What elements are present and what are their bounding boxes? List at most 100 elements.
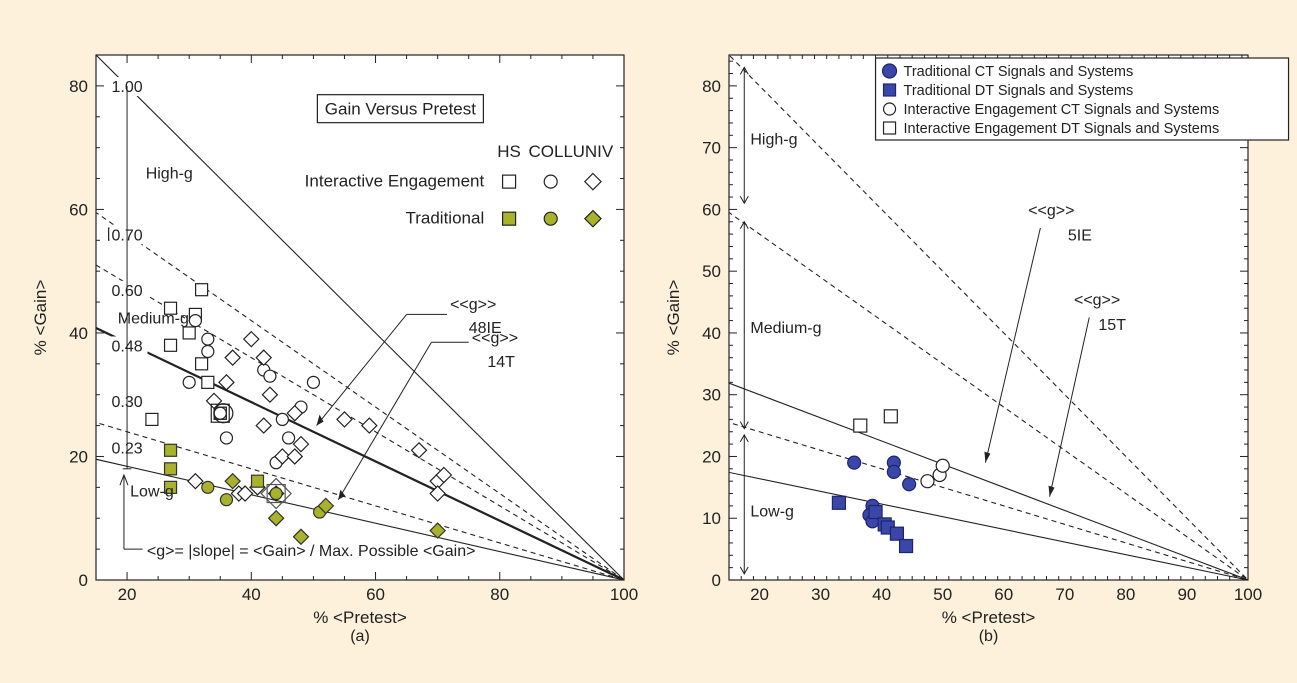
- annotation-ie-sub: 48IE: [469, 320, 502, 337]
- average-marker: [266, 483, 286, 504]
- data-point: [886, 464, 901, 480]
- gain-lines: [729, 55, 1248, 580]
- series-interactive-engagement-ct-signals-and-systems: [920, 458, 950, 489]
- x-tick-label: 30: [811, 585, 830, 604]
- data-point: [219, 493, 234, 507]
- y-tick-label: 30: [702, 386, 721, 405]
- arrow-t-head: [338, 489, 346, 500]
- data-point: [255, 349, 273, 366]
- medium-region-arrow-head-top: [739, 220, 749, 230]
- series-traditional-hs: [163, 443, 265, 494]
- arrow-t: [337, 341, 432, 500]
- gain-line-0_375: [729, 382, 1248, 580]
- x-tick-label: 40: [242, 585, 261, 604]
- data-point: [360, 417, 378, 434]
- y-tick-label: 60: [702, 200, 721, 219]
- title-box: [316, 94, 484, 124]
- arrow-ie-head: [316, 414, 324, 426]
- y-tick-label: 70: [702, 139, 721, 158]
- annotation-t-g: <<g>>: [472, 330, 518, 347]
- y-tick-label: 0: [712, 571, 721, 590]
- data-point: [267, 509, 285, 527]
- data-point: [831, 495, 847, 510]
- data-point: [218, 374, 235, 391]
- data-point: [201, 332, 215, 346]
- data-point: [163, 338, 178, 352]
- series-interactive-engagement-dt-signals-and-systems: [853, 409, 898, 433]
- x-tick-label: 80: [1116, 585, 1135, 604]
- data-point: [935, 458, 950, 473]
- x-tick-label: 100: [610, 585, 638, 604]
- y-axis-label: % <Gain>: [31, 280, 50, 356]
- data-point: [429, 522, 446, 539]
- y-axis-label: % <Gain>: [664, 280, 683, 356]
- gain-line-0_23: [96, 458, 624, 580]
- gain-line-0_3: [729, 421, 1248, 580]
- y-tick-label: 50: [702, 262, 721, 281]
- data-point: [317, 497, 335, 515]
- gain-line-0_7: [96, 211, 624, 580]
- g-label-bg: [109, 392, 148, 412]
- x-tick-label: 60: [994, 585, 1013, 604]
- data-point: [275, 412, 289, 427]
- data-point: [853, 418, 868, 433]
- data-point: [224, 472, 242, 490]
- data-point: [163, 301, 178, 315]
- data-point: [187, 472, 204, 490]
- x-axis-label: % <Pretest>: [313, 608, 407, 627]
- legend-header: COLL: [528, 142, 572, 161]
- data-point: [145, 412, 159, 427]
- annotation-ie-g: <<g>>: [450, 296, 496, 313]
- g-label-bg: [109, 280, 148, 300]
- data-point: [163, 480, 178, 494]
- y-tick-label: 60: [69, 200, 88, 219]
- annotation-t-g: <<g>>: [1074, 292, 1120, 309]
- data-point: [263, 369, 277, 383]
- data-point: [274, 448, 291, 465]
- x-tick-label: 60: [366, 585, 385, 604]
- data-point: [213, 406, 227, 420]
- x-tick-label: 80: [490, 585, 509, 604]
- formula-arrow-head: [119, 473, 129, 486]
- data-point: [435, 466, 453, 484]
- legend-box: [874, 57, 1290, 141]
- chart-title: Gain Versus Pretest: [325, 100, 476, 119]
- data-point: [163, 443, 178, 457]
- medium-region-arrow-head-bottom: [739, 421, 749, 430]
- region-label-medium: Medium-g: [118, 311, 189, 328]
- average-marker: [213, 403, 234, 424]
- series-traditional-univ: [224, 472, 446, 546]
- data-point: [219, 431, 234, 445]
- series-traditional-dt-signals-and-systems: [831, 495, 914, 554]
- legend-row-label: Traditional: [405, 209, 484, 228]
- legend-marker: [882, 102, 897, 116]
- legend-marker: [583, 172, 602, 191]
- legend-row-label: Interactive Engagement: [305, 172, 485, 191]
- data-point: [883, 409, 898, 424]
- data-point: [336, 411, 353, 428]
- legend-marker: [583, 209, 602, 228]
- data-point: [224, 349, 242, 366]
- formula-annotation: <g>= |slope| = <Gain> / Max. Possible <G…: [147, 543, 476, 560]
- data-point: [292, 528, 310, 546]
- data-point: [250, 474, 265, 488]
- x-tick-label: 20: [750, 585, 769, 604]
- x-tick-label: 90: [1177, 585, 1196, 604]
- x-axis-label: % <Pretest>: [942, 608, 1036, 627]
- y-tick-label: 20: [69, 447, 88, 466]
- gain-line-0_3: [96, 421, 624, 580]
- legend-label: Interactive Engagement DT Signals and Sy…: [904, 121, 1220, 137]
- data-point: [182, 375, 196, 389]
- data-point: [898, 538, 914, 554]
- annotation-t-sub: 14T: [487, 354, 515, 371]
- legend-label: Traditional CT Signals and Systems: [904, 64, 1134, 80]
- data-point: [261, 386, 279, 404]
- x-tick-label: 70: [1055, 585, 1074, 604]
- low-region-arrow-head-top: [739, 433, 749, 443]
- data-point: [201, 480, 215, 494]
- gain-line-0_7: [729, 211, 1248, 580]
- data-point: [306, 375, 321, 389]
- y-tick-label: 10: [702, 509, 721, 528]
- region-label-high: High-g: [750, 132, 797, 149]
